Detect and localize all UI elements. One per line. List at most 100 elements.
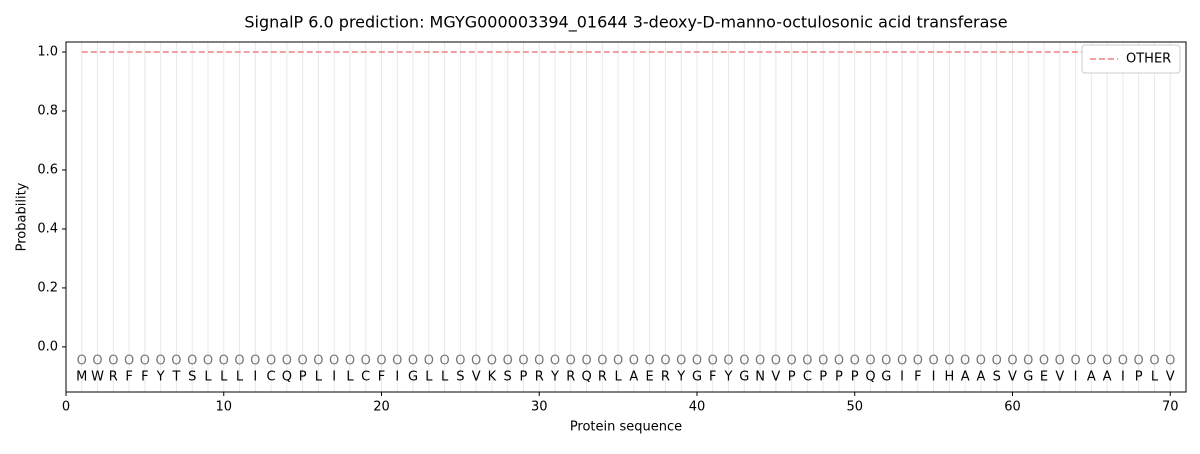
residue-label: F bbox=[378, 370, 385, 385]
state-label: O bbox=[1086, 354, 1096, 369]
state-label: O bbox=[156, 354, 166, 369]
y-tick-label: 0.0 bbox=[37, 339, 58, 354]
state-label: O bbox=[629, 354, 639, 369]
residue-label: K bbox=[488, 370, 497, 385]
residue-label: V bbox=[472, 370, 481, 385]
residue-label: A bbox=[1087, 370, 1096, 385]
residue-label: S bbox=[993, 370, 1001, 385]
state-label: O bbox=[298, 354, 308, 369]
residue-label: V bbox=[1166, 370, 1175, 385]
state-label: O bbox=[676, 354, 686, 369]
state-label: O bbox=[77, 354, 87, 369]
state-label: O bbox=[376, 354, 386, 369]
state-label: O bbox=[92, 354, 102, 369]
residue-label: L bbox=[425, 370, 433, 385]
state-label: O bbox=[960, 354, 970, 369]
residue-label: R bbox=[566, 370, 575, 385]
state-label: O bbox=[692, 354, 702, 369]
residue-label: R bbox=[598, 370, 607, 385]
residue-label: F bbox=[141, 370, 148, 385]
residue-label: L bbox=[1151, 370, 1159, 385]
state-label: O bbox=[1070, 354, 1080, 369]
residue-label: H bbox=[944, 370, 954, 385]
residue-label: P bbox=[788, 370, 796, 385]
state-label: O bbox=[613, 354, 623, 369]
residue-label: T bbox=[171, 370, 180, 385]
state-label: O bbox=[739, 354, 749, 369]
state-label: O bbox=[1102, 354, 1112, 369]
residue-label: C bbox=[803, 370, 812, 385]
legend-label: OTHER bbox=[1126, 52, 1171, 67]
y-tick-label: 0.2 bbox=[37, 280, 58, 295]
state-label: O bbox=[171, 354, 181, 369]
residue-label: P bbox=[299, 370, 307, 385]
residue-label: A bbox=[976, 370, 985, 385]
y-axis-label: Probability bbox=[15, 182, 30, 251]
state-label: O bbox=[865, 354, 875, 369]
residue-label: E bbox=[646, 370, 654, 385]
state-label: O bbox=[439, 354, 449, 369]
state-label: O bbox=[424, 354, 434, 369]
residue-label: G bbox=[1023, 370, 1033, 385]
residue-label: L bbox=[346, 370, 354, 385]
legend-box bbox=[1081, 44, 1181, 74]
state-label: O bbox=[897, 354, 907, 369]
residue-label: P bbox=[835, 370, 843, 385]
residue-label: R bbox=[661, 370, 670, 385]
residue-label: S bbox=[188, 370, 196, 385]
state-label: O bbox=[345, 354, 355, 369]
residue-label: G bbox=[692, 370, 702, 385]
residue-label: Y bbox=[156, 370, 165, 385]
residue-label: I bbox=[253, 370, 257, 385]
state-label: O bbox=[850, 354, 860, 369]
state-label: O bbox=[219, 354, 229, 369]
x-tick-label: 10 bbox=[215, 400, 232, 415]
residue-label: I bbox=[395, 370, 399, 385]
x-tick-label: 70 bbox=[1162, 400, 1179, 415]
residue-label: L bbox=[236, 370, 244, 385]
state-label: O bbox=[645, 354, 655, 369]
state-label: O bbox=[392, 354, 402, 369]
residue-label: L bbox=[614, 370, 622, 385]
residue-label: G bbox=[739, 370, 749, 385]
residue-label: Y bbox=[724, 370, 733, 385]
residue-label: P bbox=[819, 370, 827, 385]
residue-label: V bbox=[1008, 370, 1017, 385]
state-label: O bbox=[471, 354, 481, 369]
residue-label: L bbox=[441, 370, 449, 385]
state-label: O bbox=[140, 354, 150, 369]
chart-title: SignalP 6.0 prediction: MGYG000003394_01… bbox=[244, 13, 1007, 33]
residue-label: C bbox=[267, 370, 276, 385]
residue-label: V bbox=[771, 370, 780, 385]
state-label: O bbox=[250, 354, 260, 369]
residue-label: G bbox=[881, 370, 891, 385]
state-label: O bbox=[487, 354, 497, 369]
state-label: O bbox=[203, 354, 213, 369]
state-label: O bbox=[234, 354, 244, 369]
state-label: O bbox=[313, 354, 323, 369]
x-tick-label: 20 bbox=[373, 400, 390, 415]
state-label: O bbox=[329, 354, 339, 369]
state-label: O bbox=[944, 354, 954, 369]
state-label: O bbox=[187, 354, 197, 369]
residue-label: I bbox=[900, 370, 904, 385]
residue-label: L bbox=[204, 370, 212, 385]
state-label: O bbox=[581, 354, 591, 369]
state-label: O bbox=[708, 354, 718, 369]
residue-label: E bbox=[1040, 370, 1048, 385]
state-label: O bbox=[108, 354, 118, 369]
residue-label: G bbox=[408, 370, 418, 385]
state-label: O bbox=[834, 354, 844, 369]
plot-frame bbox=[65, 41, 1187, 393]
residue-label: P bbox=[851, 370, 859, 385]
residue-label: Q bbox=[581, 370, 591, 385]
state-label: O bbox=[1149, 354, 1159, 369]
residue-label: P bbox=[520, 370, 528, 385]
residue-label: I bbox=[1121, 370, 1125, 385]
residue-label: P bbox=[1135, 370, 1143, 385]
y-tick-label: 0.4 bbox=[37, 221, 58, 236]
residue-label: A bbox=[1103, 370, 1112, 385]
y-tick-label: 0.6 bbox=[37, 162, 58, 177]
state-label: O bbox=[992, 354, 1002, 369]
